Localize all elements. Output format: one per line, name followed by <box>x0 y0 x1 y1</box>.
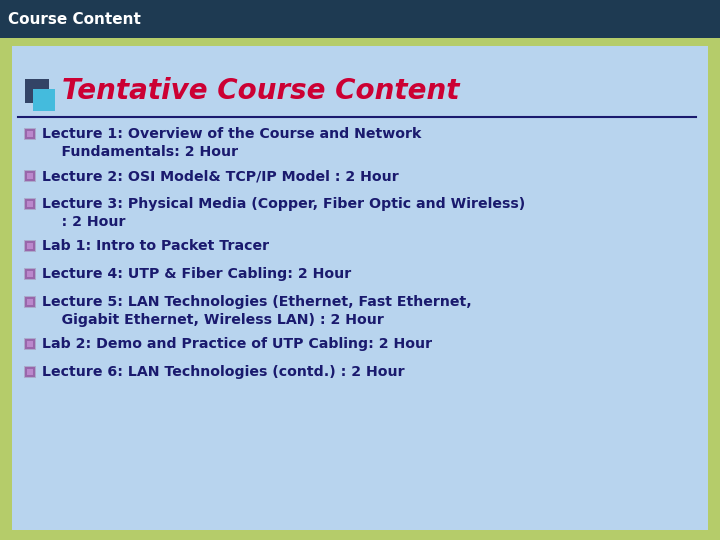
Bar <box>12 46 708 530</box>
Bar <box>27 173 33 179</box>
Bar <box>27 369 33 375</box>
Bar <box>27 299 33 305</box>
Bar <box>27 201 33 207</box>
Bar <box>27 341 33 347</box>
Bar <box>24 128 36 140</box>
Bar <box>27 131 33 137</box>
Bar <box>25 269 35 279</box>
Bar <box>25 241 35 251</box>
Bar <box>0 0 720 38</box>
Bar <box>25 199 35 209</box>
Bar <box>25 129 35 139</box>
Text: Lecture 2: OSI Model& TCP/IP Model : 2 Hour: Lecture 2: OSI Model& TCP/IP Model : 2 H… <box>42 169 399 183</box>
Bar <box>24 240 36 252</box>
Text: Lecture 4: UTP & Fiber Cabling: 2 Hour: Lecture 4: UTP & Fiber Cabling: 2 Hour <box>42 267 351 281</box>
Bar <box>24 198 36 210</box>
Bar <box>25 171 35 181</box>
Text: Lecture 6: LAN Technologies (contd.) : 2 Hour: Lecture 6: LAN Technologies (contd.) : 2… <box>42 365 405 379</box>
Text: Tentative Course Content: Tentative Course Content <box>62 77 459 105</box>
Bar <box>24 338 36 350</box>
Text: Lab 2: Demo and Practice of UTP Cabling: 2 Hour: Lab 2: Demo and Practice of UTP Cabling:… <box>42 337 432 351</box>
Text: Lecture 5: LAN Technologies (Ethernet, Fast Ethernet,
    Gigabit Ethernet, Wire: Lecture 5: LAN Technologies (Ethernet, F… <box>42 295 472 327</box>
Bar <box>27 271 33 277</box>
Text: Lecture 3: Physical Media (Copper, Fiber Optic and Wireless)
    : 2 Hour: Lecture 3: Physical Media (Copper, Fiber… <box>42 197 526 229</box>
Bar <box>24 170 36 182</box>
Bar <box>24 296 36 308</box>
Bar <box>24 268 36 280</box>
Bar <box>27 243 33 249</box>
Text: Lecture 1: Overview of the Course and Network
    Fundamentals: 2 Hour: Lecture 1: Overview of the Course and Ne… <box>42 127 421 159</box>
Bar <box>25 79 49 103</box>
Bar <box>33 89 55 111</box>
Bar <box>25 297 35 307</box>
Bar <box>24 366 36 378</box>
Text: Lab 1: Intro to Packet Tracer: Lab 1: Intro to Packet Tracer <box>42 239 269 253</box>
Bar <box>25 367 35 377</box>
Text: Course Content: Course Content <box>8 11 141 26</box>
Bar <box>25 339 35 349</box>
